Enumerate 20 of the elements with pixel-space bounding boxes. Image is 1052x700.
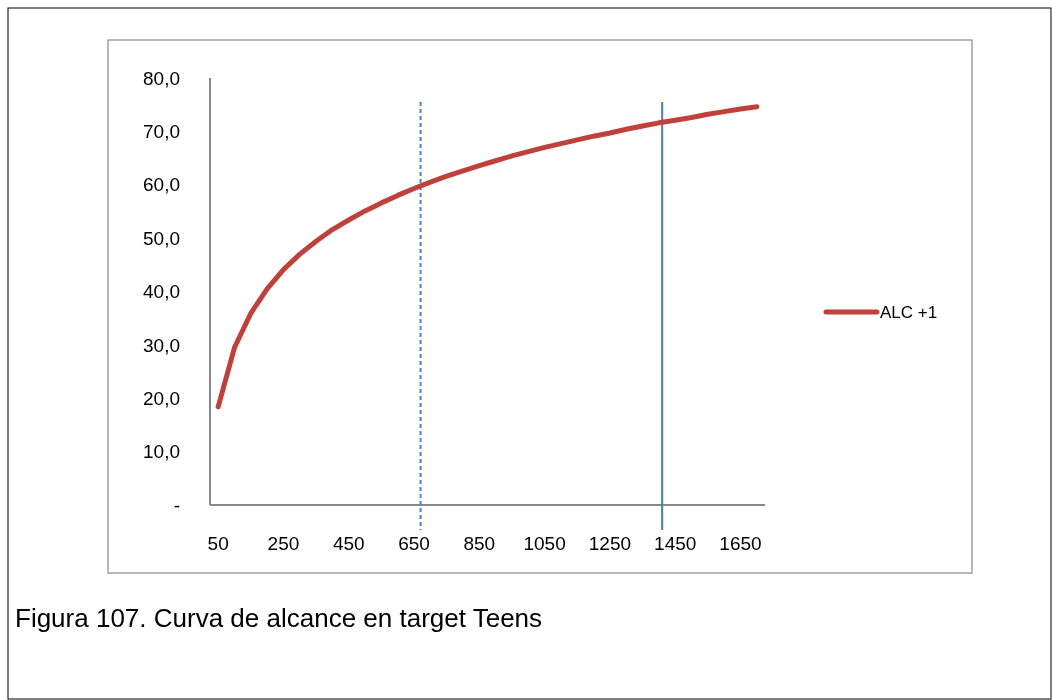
y-tick-label: 20,0 (143, 387, 180, 409)
x-tick-label: 450 (332, 532, 365, 554)
x-tick-label: 1650 (719, 532, 762, 554)
x-tick-label: 1250 (588, 532, 632, 554)
y-tick-label: 80,0 (143, 67, 180, 89)
y-tick-label: 10,0 (143, 441, 180, 463)
y-tick-label: 30,0 (143, 334, 180, 356)
x-tick-label: 650 (398, 532, 430, 554)
text: Figura 107. Curva de alcance en target Teens (15, 603, 543, 634)
y-tick-label: 60,0 (143, 174, 180, 196)
y-tick-label: 70,0 (143, 121, 180, 143)
x-tick-label: 1050 (523, 532, 566, 554)
y-tick-label: 50,0 (143, 227, 180, 249)
x-tick-label: 850 (463, 532, 496, 554)
x-tick-label: 250 (267, 532, 300, 554)
x-tick-label: 50 (207, 532, 229, 554)
legend-label: ALC +1 (880, 302, 938, 322)
y-tick-label: 40,0 (143, 281, 180, 303)
x-tick-label: 1450 (654, 532, 697, 554)
y-tick-label: - (173, 494, 180, 516)
